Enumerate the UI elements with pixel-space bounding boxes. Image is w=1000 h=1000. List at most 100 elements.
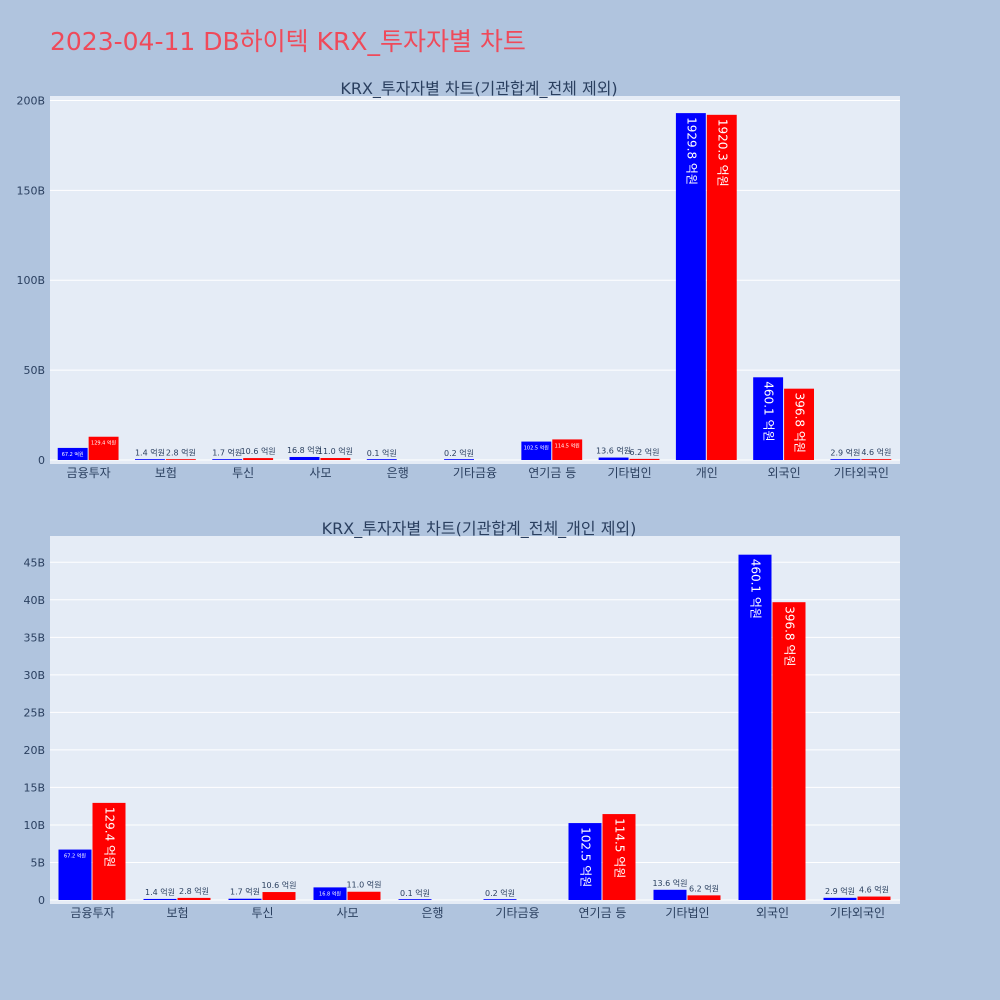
data-label: 2.9 억원 (830, 447, 860, 457)
bar (602, 814, 636, 900)
data-label: 2.8 억원 (179, 886, 209, 896)
bar (88, 436, 119, 460)
bar (552, 439, 583, 460)
data-label: 1.4 억원 (145, 887, 175, 897)
chart-title: KRX_투자자별 차트(기관합계_전체_개인 제외) (322, 519, 637, 539)
y-tick-label: 0 (38, 894, 45, 907)
data-label: 4.6 억원 (859, 885, 889, 895)
data-label: 1.7 억원 (212, 448, 242, 458)
data-label: 67.2 억원 (62, 451, 84, 458)
y-tick-label: 25B (23, 706, 45, 719)
bar (653, 889, 687, 900)
data-label: 460.1 억원 (762, 381, 776, 441)
bar (212, 459, 243, 460)
data-label: 0.1 억원 (367, 448, 397, 458)
y-tick-label: 30B (23, 669, 45, 682)
x-tick-label: 투신 (232, 466, 254, 480)
bar (92, 802, 126, 900)
bar (687, 895, 721, 900)
bar (629, 458, 660, 460)
x-tick-label: 금융투자 (70, 906, 114, 920)
bar (347, 891, 381, 900)
bar-chart-top: 0 50B 100B 150B 200B KRX_투자자별 차트(기관합계_전체 제외) 금… (16, 79, 900, 480)
page-title: 2023-04-11 DB하이텍 KRX_투자자별 차트 (50, 27, 526, 56)
y-tick-label: 45B (23, 556, 45, 569)
x-tick-label: 기타법인 (665, 906, 709, 920)
y-tick-label: 5B (30, 856, 45, 869)
bar (483, 899, 517, 900)
data-label: 2.8 억원 (166, 447, 196, 457)
bar (861, 459, 892, 460)
data-label: 11.0 억원 (318, 446, 353, 456)
data-label: 6.2 억원 (689, 883, 719, 893)
data-label: 396.8 억원 (783, 606, 797, 666)
x-tick-label: 기타법인 (607, 466, 651, 480)
x-tick-label: 보험 (155, 466, 177, 480)
y-tick-label: 150B (16, 184, 45, 197)
x-tick-label: 기타외국인 (830, 906, 885, 920)
bar (289, 456, 320, 460)
bar (228, 898, 262, 900)
bar (738, 554, 772, 900)
x-tick-label: 연기금 등 (579, 906, 627, 920)
x-tick-label: 연기금 등 (528, 466, 576, 480)
data-label: 102.5 억원 (579, 827, 593, 887)
data-label: 0.2 억원 (444, 448, 474, 458)
data-label: 16.8 억원 (287, 445, 322, 455)
x-tick-label: 개인 (696, 466, 718, 480)
bar (598, 457, 629, 460)
bar (177, 897, 211, 900)
bar (706, 114, 737, 461)
bar (243, 458, 274, 460)
bar (320, 458, 351, 460)
bar (313, 887, 347, 900)
x-tick-label: 보험 (166, 906, 188, 920)
bar (772, 602, 806, 900)
x-tick-label: 외국인 (768, 466, 801, 480)
y-tick-label: 0 (38, 454, 45, 467)
data-label: 1929.8 억원 (684, 117, 698, 185)
y-tick-label: 15B (23, 781, 45, 794)
bar (262, 892, 296, 900)
bar (57, 447, 88, 460)
data-label: 102.5 억원 (524, 445, 550, 452)
data-label: 1920.3 억원 (715, 119, 729, 187)
y-tick-label: 20B (23, 744, 45, 757)
bar (568, 823, 602, 900)
data-label: 114.5 억원 (613, 818, 627, 878)
y-tick-label: 100B (16, 274, 45, 287)
data-label: 4.6 억원 (861, 447, 891, 457)
data-label: 0.1 억원 (400, 888, 430, 898)
y-tick-label: 10B (23, 819, 45, 832)
x-tick-label: 기타금융 (495, 906, 539, 920)
bar-chart-bottom: 0 5B 10B 15B 20B 25B 30B 35B 40B 45B KRX_투자자별 차트(기… (23, 519, 900, 920)
bar (135, 459, 165, 460)
x-tick-label: 은행 (421, 905, 443, 920)
bar (165, 459, 196, 460)
data-label: 0.2 억원 (485, 888, 515, 898)
data-label: 1.7 억원 (230, 887, 260, 897)
y-tick-label: 50B (23, 364, 45, 377)
data-label: 129.4 억원 (91, 440, 117, 447)
bar (366, 459, 397, 460)
bar (444, 459, 474, 460)
bar (823, 897, 857, 900)
data-label: 13.6 억원 (596, 446, 631, 456)
data-label: 129.4 억원 (103, 807, 117, 867)
bar (398, 899, 432, 900)
bar (143, 898, 177, 900)
data-label: 16.8 억원 (319, 890, 341, 897)
bar (675, 113, 706, 461)
x-tick-label: 외국인 (756, 906, 789, 920)
bar (857, 896, 891, 900)
y-tick-label: 200B (16, 94, 45, 107)
x-tick-label: 투신 (251, 906, 273, 920)
y-tick-label: 35B (23, 631, 45, 644)
x-tick-label: 사모 (336, 906, 358, 920)
data-label: 396.8 억원 (793, 393, 807, 453)
x-tick-label: 사모 (309, 466, 331, 480)
data-label: 2.9 억원 (825, 886, 855, 896)
bar (753, 377, 784, 460)
bar (830, 459, 861, 460)
data-label: 460.1 억원 (749, 559, 763, 619)
